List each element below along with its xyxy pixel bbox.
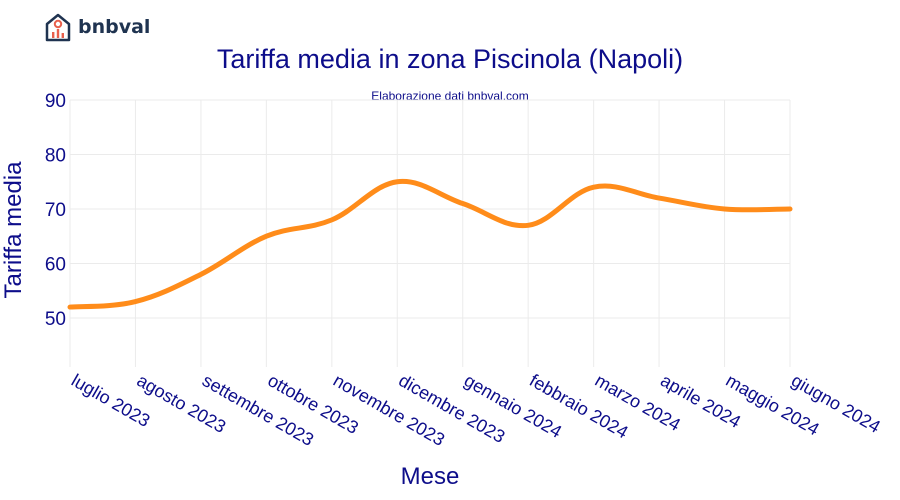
x-tick-label: settembre 2023 [199, 370, 317, 450]
y-axis-title: Tariffa media [0, 161, 27, 299]
series-line [67, 178, 793, 310]
brand-logo: bnbval [44, 12, 150, 42]
x-tick-label: novembre 2023 [330, 370, 448, 450]
y-tick-label: 80 [45, 145, 66, 166]
y-tick-label: 50 [45, 309, 66, 330]
house-chart-icon [45, 13, 71, 42]
y-tick-label: 60 [45, 254, 66, 275]
brand-name: bnbval [78, 16, 151, 38]
y-tick-label: 70 [45, 200, 66, 221]
chart-title: Tariffa media in zona Piscinola (Napoli) [216, 44, 684, 74]
y-tick-label: 90 [45, 91, 66, 112]
x-axis-title: Mese [401, 463, 460, 490]
